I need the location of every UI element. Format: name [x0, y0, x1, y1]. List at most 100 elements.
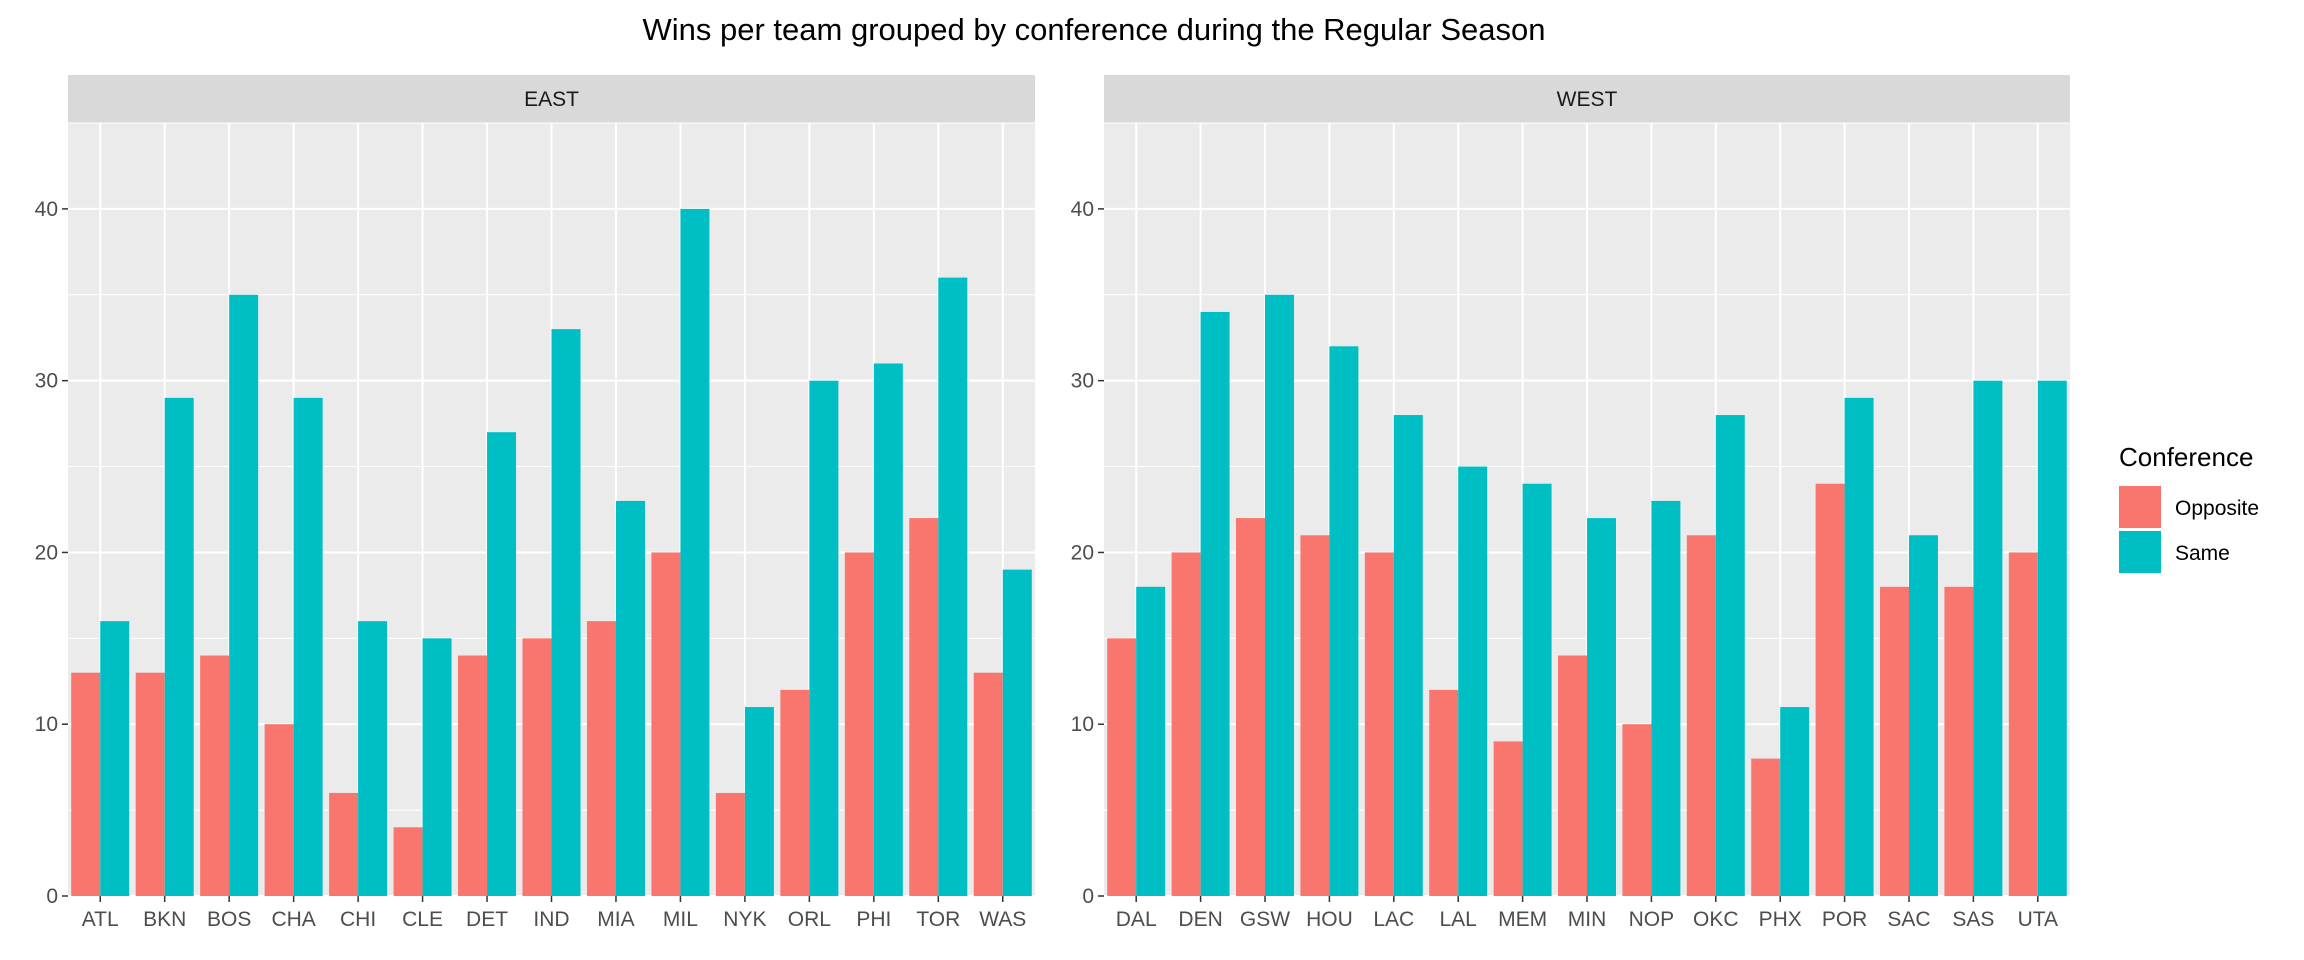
- panel-west: WEST 0 10 20 30 40 DAL DEN GSW HOU LAC LAL MEM MIN NOP…: [1071, 75, 2070, 931]
- bar-mem-opposite: [1493, 741, 1523, 896]
- bar-lal-opposite: [1429, 689, 1459, 896]
- legend: Conference Opposite Same: [2119, 442, 2259, 573]
- bar-bos-opposite: [200, 655, 230, 896]
- bar-por-opposite: [1815, 483, 1845, 896]
- bar-dal-same: [1136, 586, 1166, 896]
- x-tick-label: ATL: [82, 908, 119, 931]
- bar-was-opposite: [973, 672, 1003, 896]
- x-tick-label: PHX: [1759, 908, 1802, 931]
- x-tick-label: MEM: [1498, 908, 1547, 931]
- y-tick-label: 0: [46, 885, 58, 908]
- y-tick-label: 30: [35, 370, 58, 393]
- y-tick-label: 10: [1071, 713, 1094, 736]
- bar-hou-opposite: [1300, 535, 1330, 896]
- bar-sac-opposite: [1880, 586, 1909, 896]
- bar-cha-same: [293, 397, 323, 896]
- bar-hou-same: [1329, 346, 1359, 896]
- bar-sac-same: [1909, 535, 1938, 896]
- panel-east: EAST 0 10 20 30 40 ATL BKN BOS CHA CHI CLE DET IND MIA…: [35, 75, 1035, 931]
- x-tick-label: NYK: [723, 908, 766, 931]
- strip-background: [1104, 75, 2070, 123]
- x-tick-label: MIA: [597, 908, 634, 931]
- y-tick-label: 0: [1082, 885, 1094, 908]
- legend-key-same: [2119, 531, 2161, 573]
- bar-mil-same: [680, 208, 710, 896]
- bar-den-same: [1200, 311, 1230, 896]
- bar-den-opposite: [1171, 552, 1201, 896]
- bar-nyk-opposite: [715, 792, 745, 896]
- x-tick-label: DEN: [1178, 908, 1222, 931]
- bar-cle-opposite: [393, 827, 423, 896]
- bar-cle-same: [422, 638, 452, 896]
- bar-gsw-opposite: [1236, 518, 1265, 896]
- x-tick-label: NOP: [1629, 908, 1675, 931]
- x-tick-label: HOU: [1306, 908, 1353, 931]
- x-tick-label: SAS: [1952, 908, 1994, 931]
- bar-okc-opposite: [1686, 535, 1716, 896]
- bar-okc-same: [1715, 415, 1745, 896]
- y-tick-label: 30: [1071, 370, 1094, 393]
- x-tick-label: CHI: [340, 908, 376, 931]
- legend-label-same: Same: [2175, 542, 2230, 565]
- bar-tor-opposite: [909, 518, 939, 896]
- bar-nyk-same: [744, 707, 774, 896]
- bar-min-same: [1587, 518, 1616, 896]
- bar-sas-same: [1973, 380, 2003, 897]
- strip-background: [68, 75, 1035, 123]
- strip-label: EAST: [524, 88, 579, 111]
- x-tick-label: POR: [1822, 908, 1868, 931]
- bar-sas-opposite: [1944, 586, 1974, 896]
- bar-mia-opposite: [586, 621, 616, 896]
- bar-mia-same: [615, 500, 645, 896]
- x-tick-label: DAL: [1116, 908, 1157, 931]
- x-tick-label: CLE: [402, 908, 443, 931]
- y-tick-label: 20: [35, 541, 58, 564]
- bar-det-opposite: [458, 655, 488, 896]
- bar-ind-opposite: [522, 638, 552, 896]
- x-tick-label: BKN: [143, 908, 186, 931]
- bar-por-same: [1844, 397, 1874, 896]
- chart-panels: EAST 0 10 20 30 40 ATL BKN BOS CHA CHI CLE DET IND MIA…: [35, 75, 2070, 931]
- x-tick-label: DET: [466, 908, 508, 931]
- bar-min-opposite: [1558, 655, 1587, 896]
- y-tick-label: 20: [1071, 541, 1094, 564]
- x-tick-label: ORL: [788, 908, 831, 931]
- bar-ind-same: [551, 329, 581, 897]
- x-tick-label: LAL: [1440, 908, 1477, 931]
- bar-chi-same: [358, 621, 388, 896]
- bar-atl-same: [100, 621, 130, 896]
- bar-phi-opposite: [844, 552, 874, 896]
- x-tick-label: GSW: [1240, 908, 1290, 931]
- x-tick-label: CHA: [271, 908, 315, 931]
- bar-nop-same: [1651, 500, 1681, 896]
- bar-uta-same: [2037, 380, 2067, 897]
- strip-label: WEST: [1557, 88, 1618, 111]
- bar-nop-opposite: [1622, 724, 1652, 896]
- bar-orl-same: [809, 380, 839, 897]
- x-tick-label: BOS: [207, 908, 251, 931]
- bar-lac-same: [1393, 415, 1423, 896]
- bar-tor-same: [938, 277, 968, 897]
- y-tick-label: 10: [35, 713, 58, 736]
- x-tick-label: MIL: [663, 908, 698, 931]
- bar-was-same: [1002, 569, 1032, 896]
- bar-bos-same: [229, 294, 259, 896]
- bar-mil-opposite: [651, 552, 681, 896]
- bar-bkn-same: [164, 397, 194, 896]
- bar-uta-opposite: [2008, 552, 2038, 896]
- bar-chi-opposite: [329, 792, 359, 896]
- x-tick-label: SAC: [1887, 908, 1930, 931]
- legend-title: Conference: [2119, 442, 2253, 472]
- bar-lal-same: [1458, 466, 1488, 896]
- x-tick-label: PHI: [856, 908, 891, 931]
- bar-phx-opposite: [1751, 758, 1781, 896]
- bar-phi-same: [873, 363, 903, 896]
- bar-dal-opposite: [1107, 638, 1137, 896]
- bar-phx-same: [1780, 707, 1810, 896]
- y-tick-label: 40: [1071, 198, 1094, 221]
- bar-bkn-opposite: [135, 672, 165, 896]
- y-tick-label: 40: [35, 198, 58, 221]
- bar-gsw-same: [1265, 294, 1294, 896]
- legend-key-opposite: [2119, 486, 2161, 528]
- x-tick-label: MIN: [1568, 908, 1607, 931]
